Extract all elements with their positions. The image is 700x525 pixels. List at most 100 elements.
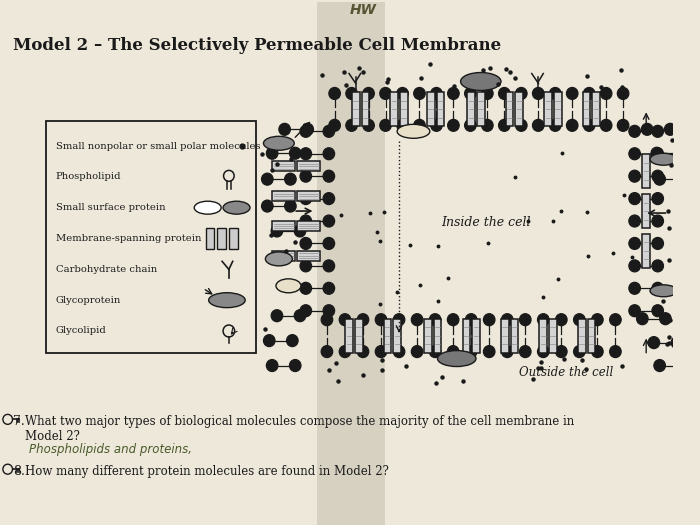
Circle shape	[484, 314, 495, 326]
Circle shape	[674, 148, 685, 159]
Bar	[393, 319, 401, 353]
Circle shape	[375, 314, 387, 326]
Circle shape	[652, 215, 664, 227]
Text: Membrane-spanning protein: Membrane-spanning protein	[56, 234, 202, 243]
Circle shape	[533, 119, 544, 131]
Circle shape	[629, 215, 640, 227]
Bar	[501, 319, 509, 353]
Circle shape	[538, 314, 549, 326]
Circle shape	[654, 360, 666, 372]
Circle shape	[515, 88, 527, 99]
Bar	[582, 92, 590, 127]
Bar	[477, 92, 484, 127]
Circle shape	[629, 170, 640, 182]
Circle shape	[652, 148, 664, 160]
Ellipse shape	[265, 252, 293, 266]
Circle shape	[610, 314, 621, 326]
Circle shape	[357, 345, 369, 358]
Circle shape	[465, 119, 476, 131]
Text: 8.: 8.	[13, 465, 25, 478]
Bar	[643, 194, 650, 228]
Ellipse shape	[438, 351, 476, 366]
Text: What two major types of biological molecules compose the majority of the cell me: What two major types of biological molec…	[25, 415, 574, 428]
Circle shape	[302, 123, 314, 135]
Circle shape	[538, 345, 549, 358]
Circle shape	[601, 88, 612, 99]
Bar	[515, 92, 523, 127]
Circle shape	[550, 119, 561, 131]
Circle shape	[323, 282, 335, 295]
Bar	[297, 221, 320, 231]
Circle shape	[677, 360, 689, 372]
Circle shape	[380, 88, 391, 99]
Circle shape	[592, 314, 603, 326]
Circle shape	[629, 148, 640, 160]
Circle shape	[271, 225, 283, 237]
Circle shape	[340, 345, 351, 358]
Circle shape	[363, 88, 375, 99]
Circle shape	[648, 337, 659, 349]
Circle shape	[629, 282, 640, 295]
Circle shape	[414, 88, 425, 99]
Circle shape	[323, 215, 335, 227]
Bar	[272, 191, 295, 201]
Bar	[540, 319, 547, 353]
Bar	[643, 154, 650, 188]
Circle shape	[617, 119, 629, 131]
Circle shape	[556, 345, 567, 358]
Bar	[544, 92, 552, 127]
Circle shape	[393, 314, 405, 326]
Bar	[297, 161, 320, 171]
Circle shape	[429, 345, 441, 358]
Ellipse shape	[263, 136, 294, 150]
Bar	[362, 92, 369, 127]
Circle shape	[279, 123, 290, 135]
Text: Carbohydrate chain: Carbohydrate chain	[56, 265, 157, 274]
Circle shape	[323, 304, 335, 317]
Bar	[437, 92, 444, 127]
Circle shape	[271, 310, 283, 322]
Circle shape	[321, 345, 332, 358]
Circle shape	[659, 313, 671, 324]
Bar	[391, 92, 398, 127]
Circle shape	[573, 314, 585, 326]
Circle shape	[412, 314, 423, 326]
Bar	[206, 227, 214, 249]
Ellipse shape	[276, 279, 301, 293]
Circle shape	[429, 314, 441, 326]
Circle shape	[583, 88, 595, 99]
Circle shape	[285, 200, 296, 212]
Circle shape	[629, 193, 640, 205]
Circle shape	[380, 119, 391, 131]
Circle shape	[363, 119, 375, 131]
Bar	[427, 92, 435, 127]
Text: HW: HW	[350, 3, 377, 17]
Circle shape	[519, 345, 531, 358]
Circle shape	[262, 200, 273, 212]
Circle shape	[412, 345, 423, 358]
Text: Small nonpolar or small polar molecules: Small nonpolar or small polar molecules	[56, 142, 260, 151]
Bar	[384, 319, 391, 353]
Circle shape	[300, 170, 312, 182]
Circle shape	[629, 125, 640, 138]
Circle shape	[263, 334, 275, 346]
Bar	[587, 319, 595, 353]
Circle shape	[323, 148, 335, 160]
Ellipse shape	[209, 293, 245, 308]
Bar	[272, 251, 295, 261]
Bar	[46, 121, 256, 353]
Circle shape	[466, 345, 477, 358]
Circle shape	[357, 314, 369, 326]
Circle shape	[262, 173, 273, 185]
Circle shape	[629, 304, 640, 317]
Circle shape	[652, 125, 664, 138]
Circle shape	[629, 260, 640, 272]
Bar	[472, 319, 480, 353]
Circle shape	[321, 314, 332, 326]
Circle shape	[300, 215, 312, 227]
Ellipse shape	[650, 285, 677, 297]
Circle shape	[289, 148, 301, 159]
Circle shape	[677, 173, 689, 185]
Circle shape	[652, 260, 664, 272]
Ellipse shape	[223, 201, 250, 214]
